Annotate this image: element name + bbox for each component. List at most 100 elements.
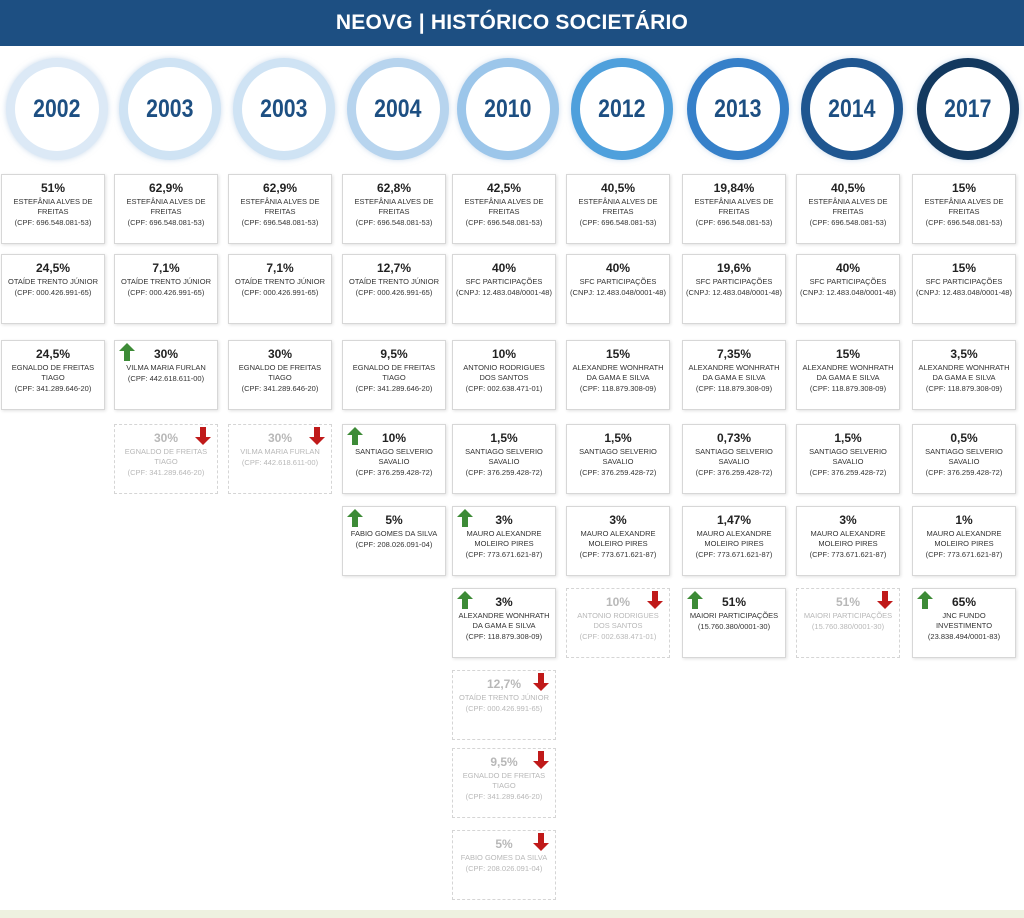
year-circle-wrap: 2004 — [341, 54, 449, 166]
shareholder-card: 24,5% EGNALDO DE FREITAS TIAGO (CPF: 341.2… — [1, 340, 105, 410]
share-percentage: 10% — [491, 347, 517, 361]
shareholder-name: EGNALDO DE FREITAS TIAGO — [462, 771, 546, 790]
shareholder-name: ALEXANDRE WONHRATH DA GAMA E SILVA — [802, 363, 894, 382]
shareholder-name: ESTEFÂNIA ALVES DE FREITAS — [578, 197, 658, 216]
year-circle-wrap: 2003 — [227, 54, 335, 166]
year-label: 2003 — [260, 94, 308, 123]
arrow-down-icon — [647, 591, 663, 609]
shareholder-document: (CPF: 000.426.991-65) — [127, 288, 205, 297]
year-circle: 2012 — [571, 58, 673, 160]
shareholder-card: 3% MAURO ALEXANDRE MOLEIRO PIRES (CPF: 773… — [452, 506, 556, 576]
shareholder-name: SANTIAGO SELVERIO SAVALIO — [809, 447, 887, 466]
shareholder-card: 15% ALEXANDRE WONHRATH DA GAMA E SILVA (CP… — [796, 340, 900, 410]
shareholder-document: (CPF: 696.548.081-53) — [695, 218, 773, 227]
shareholder-name: FABIO GOMES DA SILVA — [350, 529, 438, 538]
year-circle: 2010 — [457, 58, 559, 160]
year-label: 2014 — [828, 94, 876, 123]
shareholder-name: MAIORI PARTICIPAÇÕES — [803, 611, 893, 620]
former-shareholder-card: 10% ANTONIO RODRIGUES DOS SANTOS (CPF: 002… — [566, 588, 670, 658]
share-percentage: 3% — [609, 513, 627, 527]
year-label: 2004 — [374, 94, 422, 123]
shareholder-name: OTAÍDE TRENTO JÚNIOR — [234, 277, 325, 286]
shareholder-card: 15% ESTEFÂNIA ALVES DE FREITAS (CPF: 696.5… — [912, 174, 1016, 244]
shareholder-document: (CPF: 000.426.991-65) — [14, 288, 92, 297]
year-column: 2014 — [795, 54, 903, 166]
shareholder-card: 30% EGNALDO DE FREITAS TIAGO (CPF: 341.289… — [228, 340, 332, 410]
shareholder-document: (CPF: 376.259.428-72) — [925, 468, 1003, 477]
arrow-up-icon — [119, 343, 135, 361]
year-circle: 2002 — [6, 58, 108, 160]
shareholder-card: 51% MAIORI PARTICIPAÇÕES (15.760.380/0001-… — [682, 588, 786, 658]
shareholder-name: ALEXANDRE WONHRATH DA GAMA E SILVA — [572, 363, 664, 382]
shareholder-card: 3% MAURO ALEXANDRE MOLEIRO PIRES (CPF: 773… — [566, 506, 670, 576]
share-percentage: 15% — [951, 181, 977, 195]
former-shareholder-card: 5% FABIO GOMES DA SILVA (CPF: 208.026.091-… — [452, 830, 556, 900]
share-percentage: 24,5% — [35, 261, 71, 275]
share-percentage: 5% — [495, 837, 513, 851]
shareholder-name: EGNALDO DE FREITAS TIAGO — [352, 363, 436, 382]
shareholder-name: SANTIAGO SELVERIO SAVALIO — [579, 447, 657, 466]
shareholder-document: (CPF: 376.259.428-72) — [579, 468, 657, 477]
share-percentage: 7,1% — [266, 261, 294, 275]
shareholder-document: (CPF: 696.548.081-53) — [355, 218, 433, 227]
share-percentage: 12,7% — [376, 261, 412, 275]
year-circle-wrap: 2012 — [565, 54, 673, 166]
share-percentage: 42,5% — [486, 181, 522, 195]
shareholder-document: (CPF: 696.548.081-53) — [809, 218, 887, 227]
shareholder-name: ALEXANDRE WONHRATH DA GAMA E SILVA — [918, 363, 1010, 382]
page-title-text: NEOVG | HISTÓRICO SOCIETÁRIO — [335, 11, 689, 34]
shareholder-document: (CPF: 118.879.308-09) — [809, 384, 887, 393]
year-column: 2002 — [0, 54, 108, 166]
page-title: NEOVG | HISTÓRICO SOCIETÁRIO — [0, 0, 1024, 46]
shareholder-name: EGNALDO DE FREITAS TIAGO — [124, 447, 208, 466]
shareholder-document: (CPF: 118.879.308-09) — [579, 384, 657, 393]
share-percentage: 40,5% — [600, 181, 636, 195]
shareholder-name: SANTIAGO SELVERIO SAVALIO — [695, 447, 773, 466]
year-column: 2010 — [451, 54, 559, 166]
shareholder-name: ESTEFÂNIA ALVES DE FREITAS — [464, 197, 544, 216]
arrow-down-icon — [533, 751, 549, 769]
share-percentage: 62,9% — [262, 181, 298, 195]
share-percentage: 19,84% — [713, 181, 755, 195]
shareholder-card: 1,5% SANTIAGO SELVERIO SAVALIO (CPF: 376.2… — [452, 424, 556, 494]
shareholder-card: 3% MAURO ALEXANDRE MOLEIRO PIRES (CPF: 773… — [796, 506, 900, 576]
shareholder-document: (CPF: 000.426.991-65) — [355, 288, 433, 297]
year-circle-wrap: 2002 — [0, 54, 108, 166]
shareholder-document: (CPF: 696.548.081-53) — [465, 218, 543, 227]
shareholder-name: OTAÍDE TRENTO JÚNIOR — [120, 277, 211, 286]
arrow-down-icon — [195, 427, 211, 445]
shareholder-card: 10% ANTONIO RODRIGUES DOS SANTOS (CPF: 002… — [452, 340, 556, 410]
shareholder-document: (CPF: 773.671.621-87) — [809, 550, 887, 559]
shareholder-card: 12,7% OTAÍDE TRENTO JÚNIOR (CPF: 000.426.9… — [342, 254, 446, 324]
year-circle: 2004 — [347, 58, 449, 160]
shareholder-card: 19,84% ESTEFÂNIA ALVES DE FREITAS (CPF: 69… — [682, 174, 786, 244]
share-percentage: 40% — [835, 261, 861, 275]
shareholder-name: MAURO ALEXANDRE MOLEIRO PIRES — [580, 529, 656, 548]
year-circle: 2003 — [119, 58, 221, 160]
shareholder-card: 65% JNC FUNDO INVESTIMENTO (23.838.494/000… — [912, 588, 1016, 658]
year-label: 2003 — [146, 94, 194, 123]
shareholder-card: 3% ALEXANDRE WONHRATH DA GAMA E SILVA (CPF… — [452, 588, 556, 658]
shareholder-name: SFC PARTICIPAÇÕES — [809, 277, 887, 286]
share-percentage: 7,35% — [716, 347, 752, 361]
year-circle-wrap: 2003 — [113, 54, 221, 166]
shareholder-name: EGNALDO DE FREITAS TIAGO — [238, 363, 322, 382]
share-percentage: 40,5% — [830, 181, 866, 195]
shareholder-card: 19,6% SFC PARTICIPAÇÕES (CNPJ: 12.483.048/… — [682, 254, 786, 324]
year-column: 2017 — [911, 54, 1019, 166]
shareholder-name: JNC FUNDO INVESTIMENTO — [935, 611, 993, 630]
shareholder-card: 7,1% OTAÍDE TRENTO JÚNIOR (CPF: 000.426.99… — [114, 254, 218, 324]
shareholder-name: ESTEFÂNIA ALVES DE FREITAS — [13, 197, 93, 216]
shareholder-card: 40% SFC PARTICIPAÇÕES (CNPJ: 12.483.048/00… — [566, 254, 670, 324]
arrow-up-icon — [917, 591, 933, 609]
shareholder-card: 0,5% SANTIAGO SELVERIO SAVALIO (CPF: 376.2… — [912, 424, 1016, 494]
year-circle: 2014 — [801, 58, 903, 160]
arrow-down-icon — [533, 833, 549, 851]
footer-strip — [0, 910, 1024, 918]
share-percentage: 3,5% — [950, 347, 978, 361]
shareholder-name: MAURO ALEXANDRE MOLEIRO PIRES — [926, 529, 1002, 548]
shareholder-card: 40% SFC PARTICIPAÇÕES (CNPJ: 12.483.048/00… — [796, 254, 900, 324]
shareholder-document: (CPF: 002.638.471-01) — [465, 384, 543, 393]
year-column: 2003 — [227, 54, 335, 166]
shareholder-name: ESTEFÂNIA ALVES DE FREITAS — [354, 197, 434, 216]
